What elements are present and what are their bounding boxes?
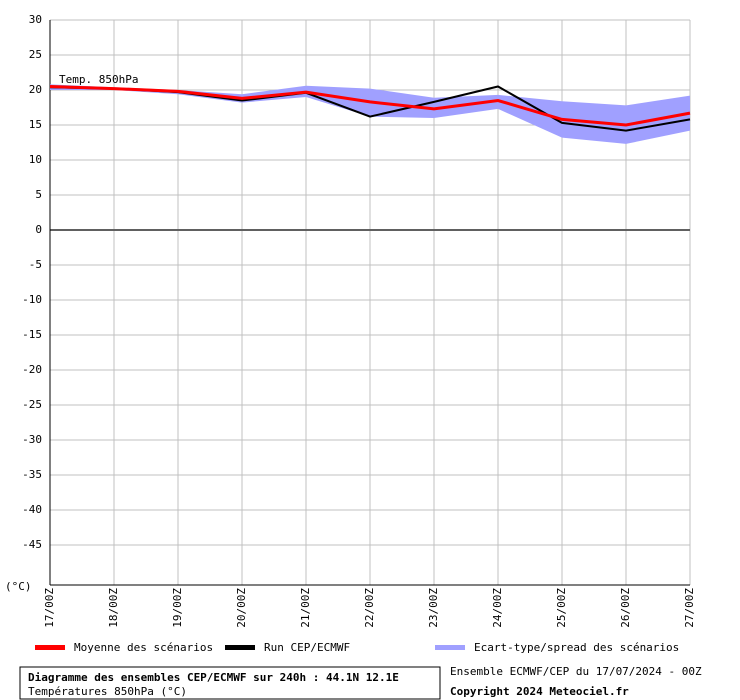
legend-label: Ecart-type/spread des scénarios: [474, 641, 679, 654]
y-tick-label: -20: [22, 363, 42, 376]
x-tick-label: 24/00Z: [491, 588, 504, 628]
y-tick-label: 5: [35, 188, 42, 201]
legend-swatch: [435, 645, 465, 650]
y-tick-label: -25: [22, 398, 42, 411]
footer-copyright: Copyright 2024 Meteociel.fr: [450, 685, 629, 698]
y-tick-label: -40: [22, 503, 42, 516]
x-tick: 23/00Z: [427, 588, 440, 628]
spread-area: [50, 84, 690, 144]
x-tick-label: 19/00Z: [171, 588, 184, 628]
annotation: Temp. 850hPa: [59, 73, 138, 86]
x-tick-label: 21/00Z: [299, 588, 312, 628]
x-tick-label: 22/00Z: [363, 588, 376, 628]
legend-swatch: [225, 645, 255, 650]
y-tick-label: 15: [29, 118, 42, 131]
y-tick-label: 30: [29, 13, 42, 26]
y-tick-label: -15: [22, 328, 42, 341]
x-tick: 26/00Z: [619, 588, 632, 628]
x-tick: 21/00Z: [299, 588, 312, 628]
x-tick-label: 27/00Z: [683, 588, 696, 628]
x-tick: 20/00Z: [235, 588, 248, 628]
x-tick: 17/00Z: [43, 588, 56, 628]
y-tick-label: 0: [35, 223, 42, 236]
y-tick-label: -10: [22, 293, 42, 306]
x-tick-label: 25/00Z: [555, 588, 568, 628]
footer-title: Diagramme des ensembles CEP/ECMWF sur 24…: [28, 671, 399, 684]
footer-run: Ensemble ECMWF/CEP du 17/07/2024 - 00Z: [450, 665, 702, 678]
x-tick-label: 17/00Z: [43, 588, 56, 628]
footer-subtitle: Températures 850hPa (°C): [28, 685, 187, 698]
x-tick: 27/00Z: [683, 588, 696, 628]
x-tick-label: 26/00Z: [619, 588, 632, 628]
y-tick-label: -45: [22, 538, 42, 551]
x-tick-label: 20/00Z: [235, 588, 248, 628]
x-tick: 18/00Z: [107, 588, 120, 628]
y-tick-label: 25: [29, 48, 42, 61]
x-tick: 22/00Z: [363, 588, 376, 628]
y-tick-label: -30: [22, 433, 42, 446]
y-tick-label: 20: [29, 83, 42, 96]
x-tick-label: 18/00Z: [107, 588, 120, 628]
series-line: [49, 85, 691, 127]
y-unit: (°C): [5, 580, 32, 593]
y-tick-label: -35: [22, 468, 42, 481]
x-tick: 24/00Z: [491, 588, 504, 628]
legend-swatch: [35, 645, 65, 650]
x-tick: 25/00Z: [555, 588, 568, 628]
legend-label: Run CEP/ECMWF: [264, 641, 350, 654]
legend-label: Moyenne des scénarios: [74, 641, 213, 654]
footer-box: [19, 666, 441, 700]
y-tick-label: 10: [29, 153, 42, 166]
y-tick-label: -5: [29, 258, 42, 271]
x-tick-label: 23/00Z: [427, 588, 440, 628]
x-tick: 19/00Z: [171, 588, 184, 628]
